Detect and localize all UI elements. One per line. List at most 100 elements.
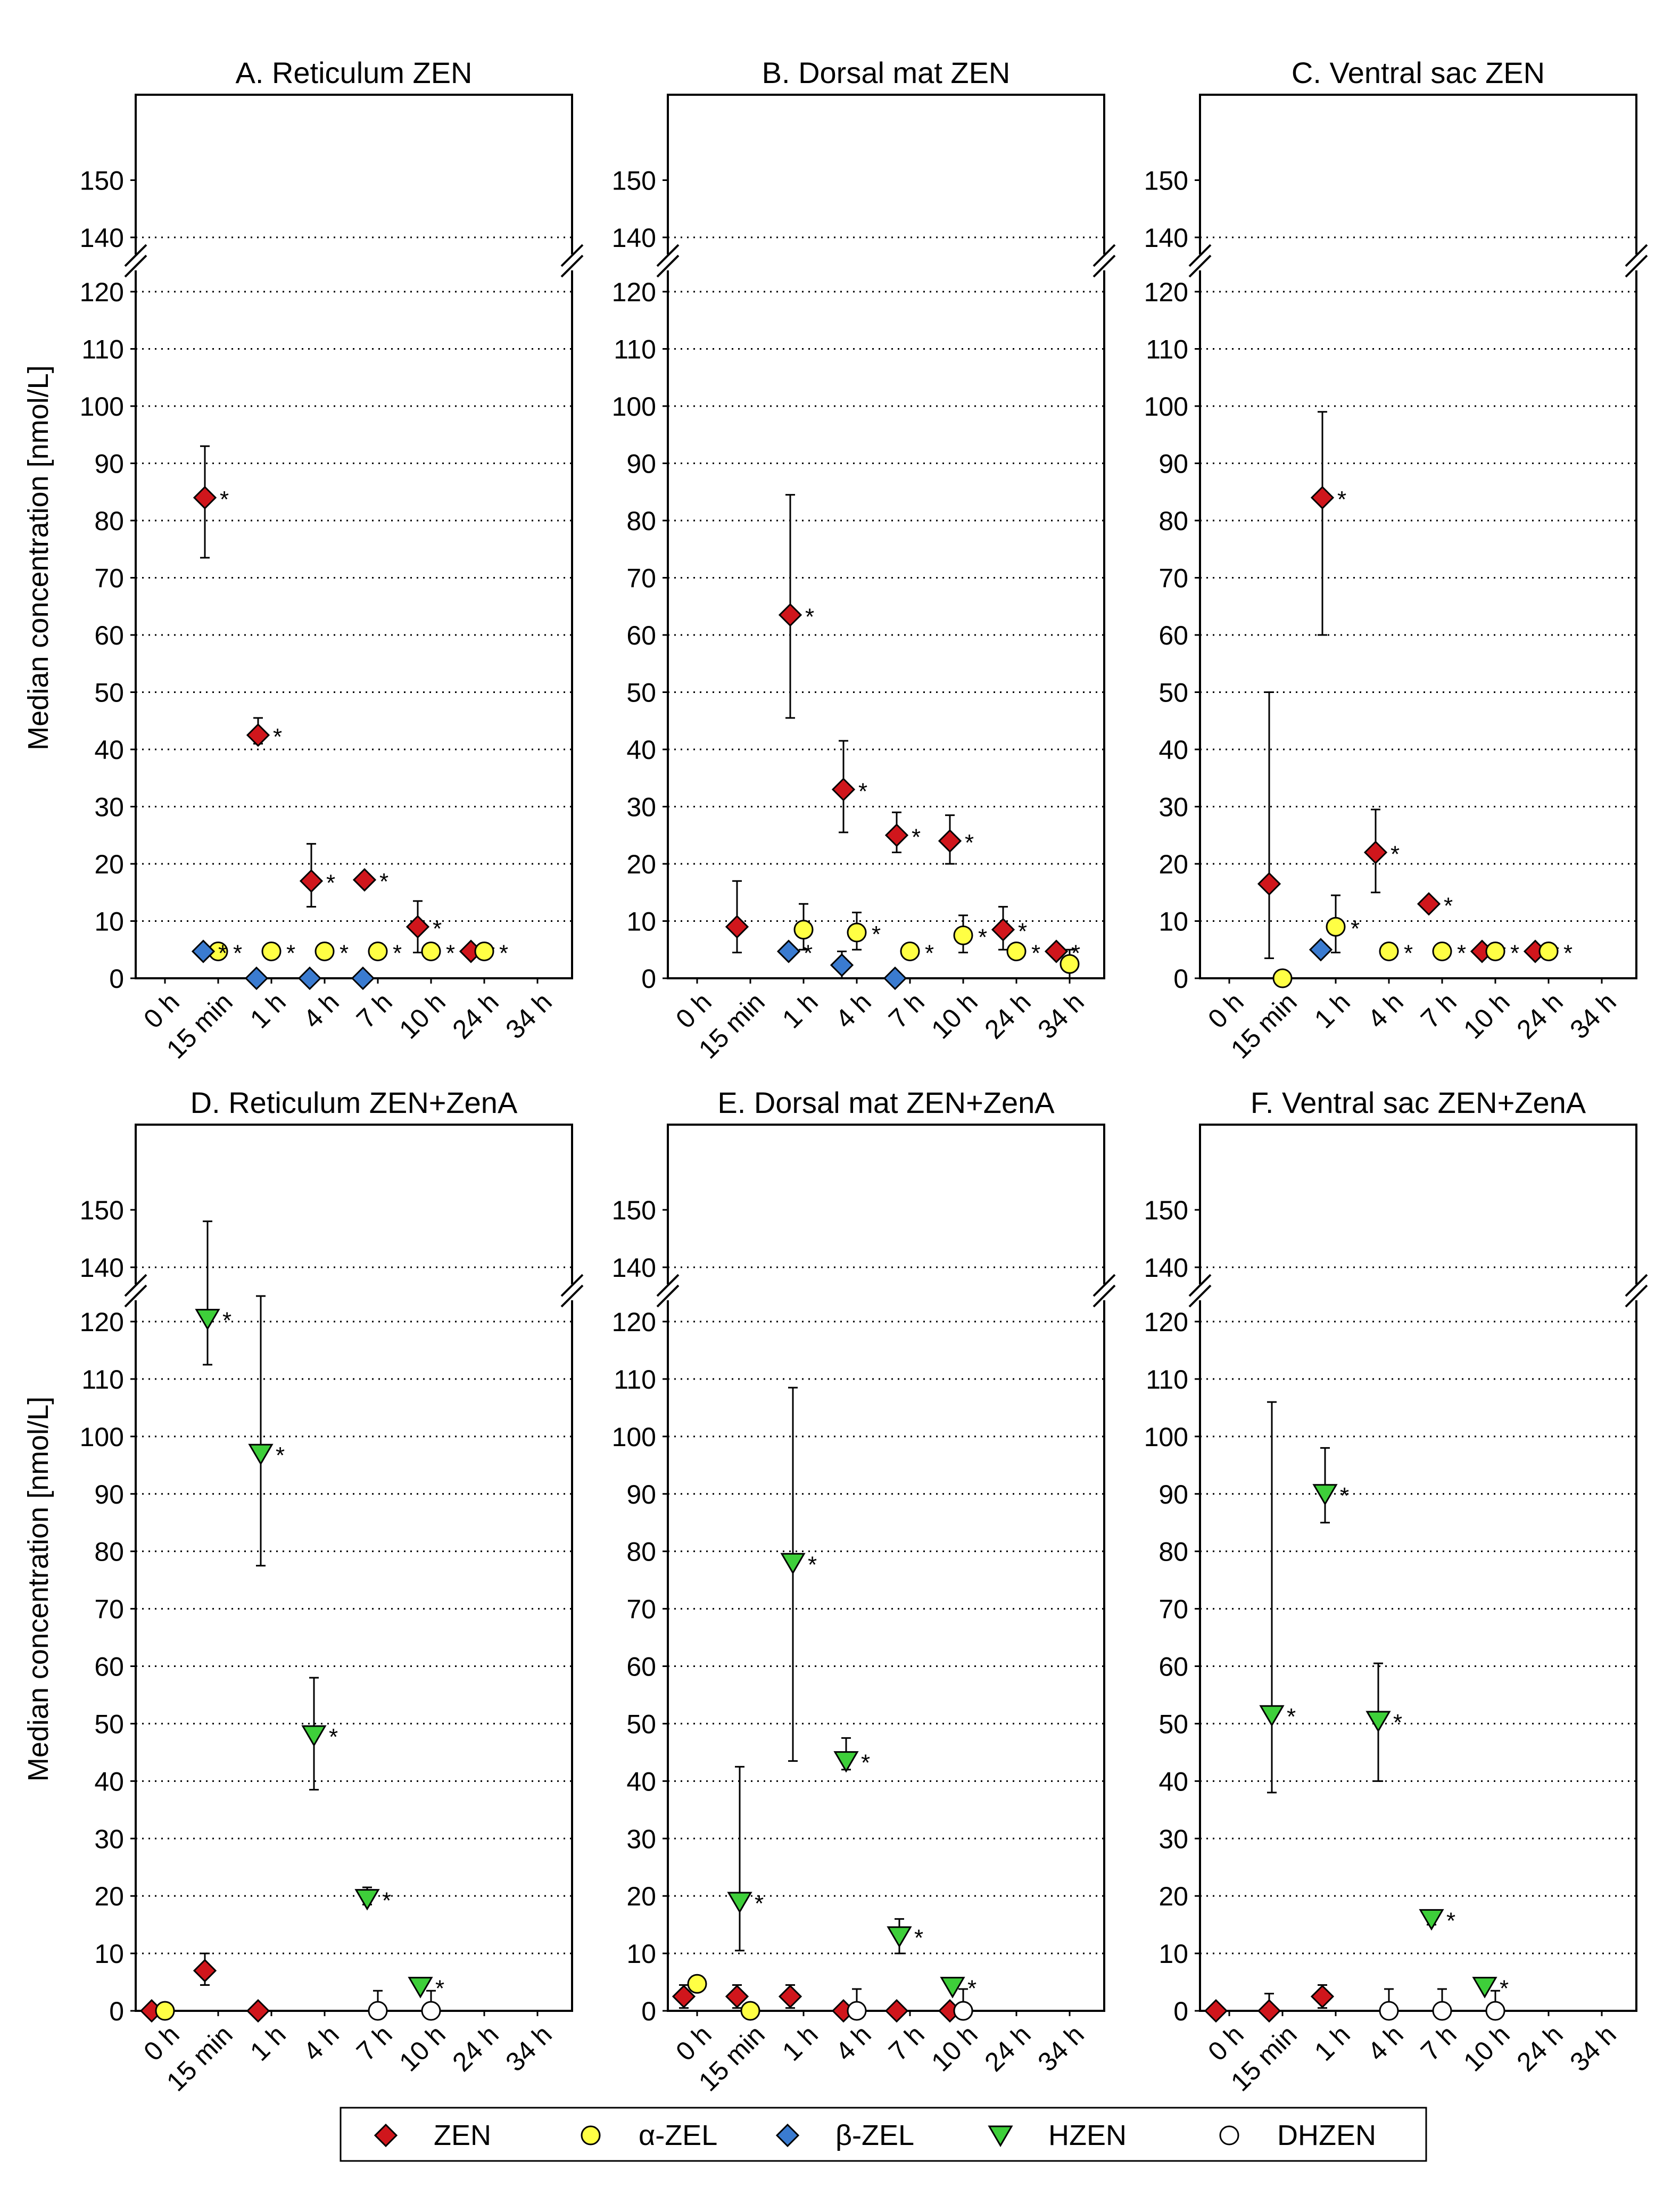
x-tick-label: 7 h xyxy=(351,987,398,1034)
x-tick-label: 10 h xyxy=(393,987,451,1044)
y-tick-label: 120 xyxy=(1144,277,1188,307)
data-point: * xyxy=(1310,411,1346,636)
y-tick-label: 30 xyxy=(94,793,124,822)
axis-break-mark xyxy=(1093,1274,1116,1297)
x-tick-label: 34 h xyxy=(1564,2019,1621,2077)
significance-star: * xyxy=(499,940,508,966)
legend-item-DHZEN: DHZEN xyxy=(1219,2119,1376,2151)
marker-ZEN xyxy=(725,915,749,939)
x-tick-label: 24 h xyxy=(979,987,1036,1044)
significance-star: * xyxy=(435,1976,444,2002)
y-tick-label: 60 xyxy=(626,621,656,650)
marker-aZEL xyxy=(1326,917,1346,937)
marker-aZEL xyxy=(847,922,867,943)
y-tick-label: 120 xyxy=(80,1307,124,1337)
data-point xyxy=(847,1988,867,2021)
significance-star: * xyxy=(1563,940,1573,966)
y-tick-label: 40 xyxy=(94,735,124,765)
panel-title: F. Ventral sac ZEN+ZenA xyxy=(1251,1086,1586,1119)
y-tick-label: 50 xyxy=(1158,1709,1188,1739)
data-point: * xyxy=(208,940,242,966)
legend-label: β-ZEL xyxy=(835,2119,914,2151)
x-tick-label: 4 h xyxy=(1362,2019,1409,2067)
panel-1: A. Reticulum ZEN 0 10 20 30 40 50 60 70 80 90 100 11… xyxy=(22,56,584,1065)
data-point: * xyxy=(1379,940,1413,966)
y-tick-label: 80 xyxy=(94,506,124,536)
marker-ZEN xyxy=(778,603,802,627)
significance-star: * xyxy=(914,1925,923,1951)
y-tick-label: 90 xyxy=(626,1480,656,1509)
data-point: * xyxy=(299,843,335,908)
data-point xyxy=(1310,1984,1335,2009)
marker-HZEN xyxy=(301,1725,327,1747)
y-tick-label: 150 xyxy=(80,1195,124,1225)
significance-star: * xyxy=(1444,893,1453,919)
y-tick-label: 0 xyxy=(1173,1996,1188,2026)
significance-star: * xyxy=(433,915,442,942)
axis-frame-lower xyxy=(667,1300,1105,2012)
x-tick-label: 4 h xyxy=(830,987,877,1034)
axis-break-mark xyxy=(1188,1284,1212,1308)
significance-star: * xyxy=(1510,940,1519,966)
marker-ZEN xyxy=(884,1999,909,2023)
y-tick-label: 100 xyxy=(612,1422,656,1452)
x-tick-label: 34 h xyxy=(500,2019,557,2077)
data-point xyxy=(351,966,375,991)
legend-marker-bZEL xyxy=(775,2123,800,2148)
significance-star: * xyxy=(379,869,388,895)
significance-star: * xyxy=(978,924,987,950)
panel-6: F. Ventral sac ZEN+ZenA 0 10 20 30 40 50 60 70 80… xyxy=(1144,1086,1648,2097)
x-tick-label: 1 h xyxy=(244,2019,292,2067)
y-tick-label: 140 xyxy=(1144,223,1188,253)
marker-ZEN xyxy=(938,829,962,853)
significance-star: * xyxy=(340,940,349,966)
legend-box xyxy=(340,2107,1427,2162)
x-tick-label: 1 h xyxy=(776,2019,824,2067)
marker-ZEN xyxy=(1257,872,1281,896)
x-tick-label: 7 h xyxy=(1415,2019,1462,2067)
y-tick-label: 20 xyxy=(626,849,656,879)
significance-star: * xyxy=(326,870,335,896)
marker-bZEL xyxy=(191,939,216,963)
marker-aZEL xyxy=(1272,968,1293,988)
y-tick-label: 30 xyxy=(1158,793,1188,822)
y-tick-label: 80 xyxy=(626,506,656,536)
axis-break-mark xyxy=(1188,254,1212,278)
significance-star: * xyxy=(808,1552,817,1578)
significance-star: * xyxy=(912,824,921,850)
significance-star: * xyxy=(222,1308,231,1334)
data-point: * xyxy=(831,740,867,834)
y-tick-label: 50 xyxy=(626,678,656,708)
legend-item-bZEL: β-ZEL xyxy=(775,2119,914,2151)
y-tick-label: 0 xyxy=(641,964,656,994)
y-tick-label: 70 xyxy=(1158,1595,1188,1624)
significance-star: * xyxy=(805,604,814,630)
y-tick-label: 80 xyxy=(94,1537,124,1567)
y-tick-label: 90 xyxy=(626,449,656,479)
marker-HZEN xyxy=(833,1751,859,1773)
data-point: * xyxy=(195,1220,231,1366)
y-tick-label: 40 xyxy=(1158,735,1188,765)
y-tick-label: 90 xyxy=(94,449,124,479)
y-tick-label: 120 xyxy=(80,277,124,307)
axis-break-mark xyxy=(560,1274,584,1297)
x-tick-label: 7 h xyxy=(1415,987,1462,1034)
marker-ZEN xyxy=(1363,840,1388,864)
data-point xyxy=(778,1984,802,2009)
data-point xyxy=(725,880,749,954)
data-point: * xyxy=(1006,940,1040,966)
legend-marker-HZEN xyxy=(988,2125,1013,2147)
y-tick-label: 20 xyxy=(94,849,124,879)
x-tick-label: 34 h xyxy=(1564,987,1621,1044)
axis-break-mark xyxy=(560,244,584,267)
significance-star: * xyxy=(1337,486,1346,513)
marker-HZEN xyxy=(940,1977,965,1999)
marker-ZEN xyxy=(246,1999,270,2023)
marker-aZEL xyxy=(368,941,388,961)
y-tick-label: 70 xyxy=(94,1595,124,1624)
y-tick-label: 110 xyxy=(1146,1365,1188,1394)
significance-star: * xyxy=(858,778,867,804)
data-point: * xyxy=(1326,894,1360,954)
y-tick-label: 0 xyxy=(109,1996,124,2026)
data-point xyxy=(1379,1988,1399,2021)
